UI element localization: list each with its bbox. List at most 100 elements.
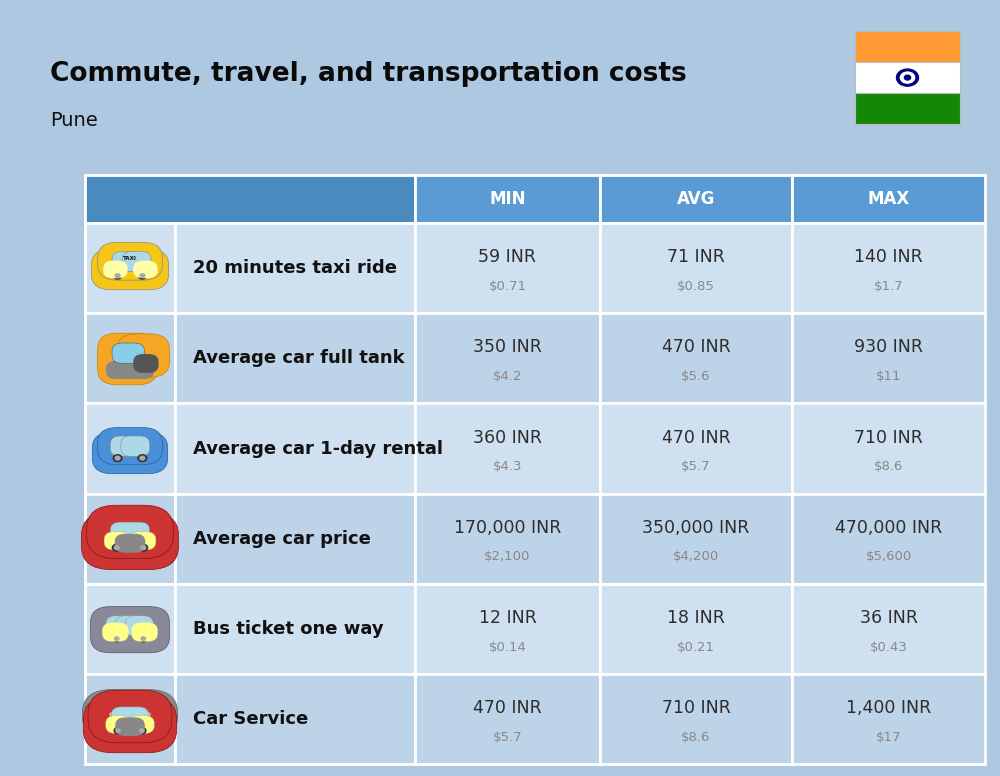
FancyBboxPatch shape bbox=[85, 584, 175, 674]
Circle shape bbox=[139, 636, 147, 642]
FancyBboxPatch shape bbox=[103, 261, 128, 279]
Text: Car Service: Car Service bbox=[193, 710, 308, 728]
FancyBboxPatch shape bbox=[600, 175, 792, 223]
Circle shape bbox=[115, 274, 120, 278]
Text: $0.71: $0.71 bbox=[488, 279, 526, 293]
FancyBboxPatch shape bbox=[85, 314, 175, 404]
Circle shape bbox=[900, 72, 915, 83]
Text: 12 INR: 12 INR bbox=[479, 609, 536, 627]
Text: $1.7: $1.7 bbox=[874, 279, 903, 293]
FancyBboxPatch shape bbox=[106, 715, 131, 733]
Circle shape bbox=[115, 456, 120, 460]
Text: MAX: MAX bbox=[867, 190, 910, 208]
Text: 470 INR: 470 INR bbox=[662, 338, 730, 356]
Circle shape bbox=[141, 546, 146, 549]
FancyBboxPatch shape bbox=[81, 512, 179, 570]
FancyBboxPatch shape bbox=[175, 674, 415, 764]
Text: 470 INR: 470 INR bbox=[662, 428, 730, 447]
FancyBboxPatch shape bbox=[415, 314, 600, 404]
FancyBboxPatch shape bbox=[415, 674, 600, 764]
Text: 20 minutes taxi ride: 20 minutes taxi ride bbox=[193, 259, 397, 277]
FancyBboxPatch shape bbox=[85, 404, 175, 494]
FancyBboxPatch shape bbox=[85, 223, 175, 314]
FancyBboxPatch shape bbox=[122, 251, 151, 272]
FancyBboxPatch shape bbox=[415, 494, 600, 584]
Text: 36 INR: 36 INR bbox=[860, 609, 918, 627]
FancyBboxPatch shape bbox=[600, 223, 792, 314]
FancyBboxPatch shape bbox=[117, 334, 169, 377]
Circle shape bbox=[140, 274, 145, 278]
FancyBboxPatch shape bbox=[92, 432, 168, 473]
Circle shape bbox=[114, 546, 119, 549]
Text: 350,000 INR: 350,000 INR bbox=[642, 519, 750, 537]
Circle shape bbox=[140, 729, 144, 733]
Text: $0.21: $0.21 bbox=[677, 640, 715, 653]
Circle shape bbox=[139, 544, 148, 551]
Text: Average car 1-day rental: Average car 1-day rental bbox=[193, 439, 443, 458]
FancyBboxPatch shape bbox=[110, 436, 139, 456]
Circle shape bbox=[113, 636, 121, 642]
Circle shape bbox=[138, 728, 146, 734]
Text: Bus ticket one way: Bus ticket one way bbox=[193, 620, 384, 638]
Text: $8.6: $8.6 bbox=[874, 460, 903, 473]
FancyBboxPatch shape bbox=[792, 674, 985, 764]
FancyBboxPatch shape bbox=[115, 534, 145, 553]
FancyBboxPatch shape bbox=[85, 175, 415, 223]
FancyBboxPatch shape bbox=[600, 404, 792, 494]
Text: 170,000 INR: 170,000 INR bbox=[454, 519, 561, 537]
FancyBboxPatch shape bbox=[125, 616, 153, 636]
FancyBboxPatch shape bbox=[111, 707, 149, 727]
FancyBboxPatch shape bbox=[82, 689, 178, 740]
Text: Average car price: Average car price bbox=[193, 530, 371, 548]
FancyBboxPatch shape bbox=[600, 494, 792, 584]
Text: 470 INR: 470 INR bbox=[473, 699, 542, 718]
FancyBboxPatch shape bbox=[133, 261, 158, 279]
FancyBboxPatch shape bbox=[85, 674, 175, 764]
Text: $5.6: $5.6 bbox=[681, 370, 711, 383]
Text: 470,000 INR: 470,000 INR bbox=[835, 519, 942, 537]
Circle shape bbox=[115, 637, 119, 640]
Text: 1,400 INR: 1,400 INR bbox=[846, 699, 931, 718]
Text: 71 INR: 71 INR bbox=[667, 248, 725, 266]
Circle shape bbox=[145, 712, 150, 716]
FancyBboxPatch shape bbox=[121, 436, 150, 456]
Text: $0.14: $0.14 bbox=[489, 640, 526, 653]
FancyBboxPatch shape bbox=[175, 223, 415, 314]
FancyBboxPatch shape bbox=[106, 361, 154, 379]
Text: $4,200: $4,200 bbox=[673, 550, 719, 563]
Circle shape bbox=[108, 712, 116, 718]
Text: Average car full tank: Average car full tank bbox=[193, 349, 405, 367]
FancyBboxPatch shape bbox=[855, 62, 960, 93]
Text: 710 INR: 710 INR bbox=[854, 428, 923, 447]
Text: MIN: MIN bbox=[489, 190, 526, 208]
Text: $4.3: $4.3 bbox=[493, 460, 522, 473]
FancyBboxPatch shape bbox=[600, 674, 792, 764]
Circle shape bbox=[896, 69, 918, 86]
FancyBboxPatch shape bbox=[792, 175, 985, 223]
Text: $11: $11 bbox=[876, 370, 901, 383]
FancyBboxPatch shape bbox=[116, 616, 144, 636]
Text: Commute, travel, and transportation costs: Commute, travel, and transportation cost… bbox=[50, 61, 687, 87]
Circle shape bbox=[113, 455, 122, 462]
FancyBboxPatch shape bbox=[600, 584, 792, 674]
Text: $2,100: $2,100 bbox=[484, 550, 531, 563]
FancyBboxPatch shape bbox=[106, 616, 134, 636]
Circle shape bbox=[138, 272, 147, 279]
FancyBboxPatch shape bbox=[115, 717, 145, 736]
Text: $5.7: $5.7 bbox=[681, 460, 711, 473]
FancyBboxPatch shape bbox=[855, 31, 960, 62]
Text: $5,600: $5,600 bbox=[865, 550, 912, 563]
FancyBboxPatch shape bbox=[104, 532, 130, 550]
Text: $0.85: $0.85 bbox=[677, 279, 715, 293]
Circle shape bbox=[144, 712, 152, 718]
FancyBboxPatch shape bbox=[120, 257, 140, 261]
FancyBboxPatch shape bbox=[175, 314, 415, 404]
FancyBboxPatch shape bbox=[130, 532, 156, 550]
FancyBboxPatch shape bbox=[85, 494, 175, 584]
Circle shape bbox=[112, 544, 121, 551]
FancyBboxPatch shape bbox=[792, 494, 985, 584]
Text: $8.6: $8.6 bbox=[681, 731, 711, 743]
FancyBboxPatch shape bbox=[88, 690, 172, 743]
FancyBboxPatch shape bbox=[102, 622, 129, 642]
Text: $17: $17 bbox=[876, 731, 901, 743]
